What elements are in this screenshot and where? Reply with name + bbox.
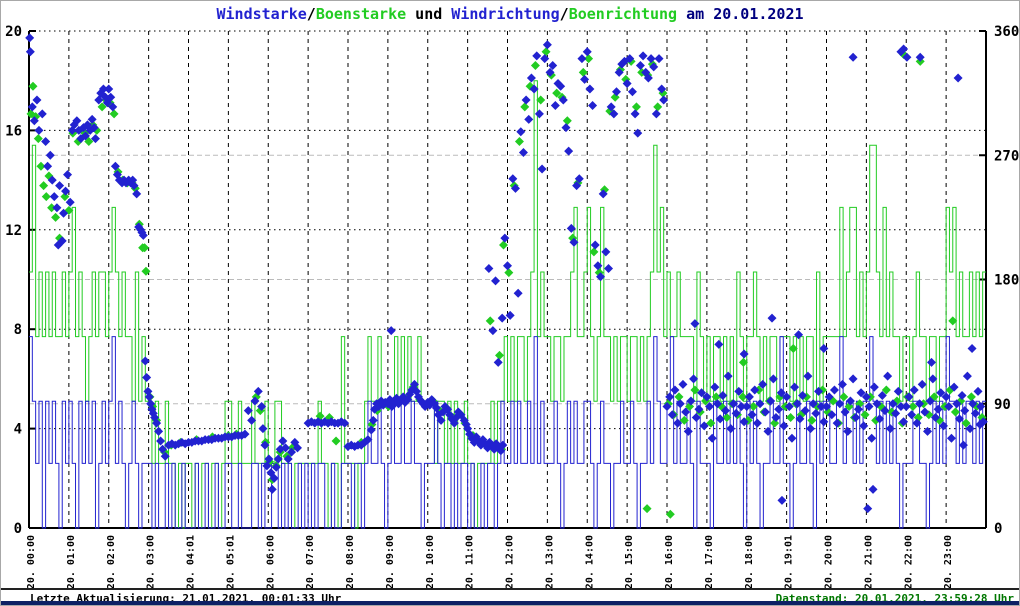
- title-boenrichtung: Boenrichtung: [568, 5, 678, 23]
- wind-speed-line: [29, 336, 986, 529]
- x-axis-label-10: 20. 10:00: [425, 535, 436, 588]
- right-axis-label-270: 270: [994, 148, 1019, 164]
- x-axis-label-23: 20. 23:00: [943, 535, 954, 588]
- left-axis-label-12: 12: [5, 223, 22, 239]
- x-axis-label-6: 20. 06:00: [265, 535, 276, 588]
- bottom-accent-bar: [1, 601, 1019, 605]
- right-axis-label-180: 180: [994, 273, 1019, 289]
- x-axis-label-16: 20. 16:00: [664, 535, 675, 588]
- title-slash-2: /: [559, 5, 569, 23]
- left-axis-label-4: 4: [14, 422, 22, 438]
- title-date: am 20.01.2021: [677, 5, 804, 23]
- x-axis-label-9: 20. 09:00: [385, 535, 396, 588]
- x-axis-label-8: 20. 08:00: [345, 535, 356, 588]
- x-axis-label-14: 20. 14:00: [584, 535, 595, 588]
- right-axis-label-360: 360: [994, 24, 1019, 40]
- chart-title: Windstarke/Boenstarke und Windrichtung/B…: [1, 5, 1019, 23]
- title-windstarke: Windstarke: [216, 5, 307, 23]
- gust-speed-line: [29, 80, 986, 529]
- title-windrichtung: Windrichtung: [451, 5, 560, 23]
- title-slash-1: /: [306, 5, 316, 23]
- x-axis-label-0: 20. 00:00: [26, 535, 37, 588]
- title-und: und: [406, 5, 452, 23]
- right-axis-label-0: 0: [994, 521, 1002, 537]
- left-axis-label-20: 20: [5, 24, 22, 40]
- x-axis-label-2: 20. 02:00: [106, 535, 117, 588]
- x-axis-label-3: 20. 03:00: [146, 535, 157, 588]
- x-axis-label-11: 20. 11:00: [465, 535, 476, 588]
- x-axis-label-18: 20. 18:00: [744, 535, 755, 588]
- x-axis-label-12: 20. 12:00: [505, 535, 516, 588]
- title-boenstarke: Boenstarke: [315, 5, 407, 23]
- gust-direction-points: [26, 47, 987, 519]
- x-axis-label-22: 20. 22:00: [903, 535, 914, 588]
- x-axis-label-7: 20. 07:00: [305, 535, 316, 588]
- x-axis-label-20: 20. 20:00: [824, 535, 835, 588]
- left-axis-label-0: 0: [14, 521, 22, 537]
- right-axis-label-90: 90: [994, 397, 1011, 413]
- x-axis-label-15: 20. 15:00: [624, 535, 635, 588]
- x-axis-label-19: 20. 19:01: [784, 535, 795, 588]
- x-axis-label-17: 20. 17:00: [704, 535, 715, 588]
- left-axis-label-16: 16: [5, 123, 22, 139]
- x-axis-label-5: 20. 05:01: [225, 535, 236, 588]
- wind-chart-plot: 0 4 8 12 16 20 0 90 180 270 360 20. 00:00 20. 01:00 2…: [5, 24, 1019, 588]
- left-axis-label-8: 8: [14, 322, 22, 338]
- x-axis-label-4: 20. 04:01: [186, 535, 197, 588]
- x-axis-label-13: 20. 13:00: [544, 535, 555, 588]
- x-axis-label-1: 20. 01:00: [66, 535, 77, 588]
- x-axis-label-21: 20. 21:00: [863, 535, 874, 588]
